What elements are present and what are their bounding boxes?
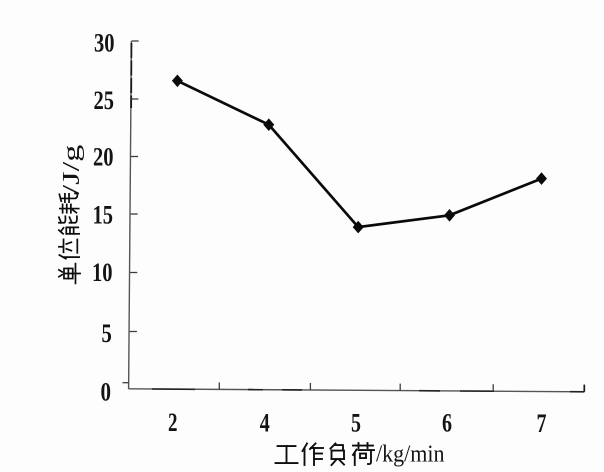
svg-text:6: 6 (442, 409, 452, 438)
svg-text:30: 30 (94, 29, 115, 58)
svg-text:20: 20 (93, 143, 114, 172)
svg-text:5: 5 (102, 319, 112, 348)
svg-text:4: 4 (260, 408, 270, 437)
svg-text:/J/g: /J/g (59, 145, 85, 195)
svg-text:0: 0 (101, 377, 112, 406)
svg-text:25: 25 (94, 86, 115, 115)
svg-text:/kg/min: /kg/min (376, 441, 445, 467)
svg-text:2: 2 (168, 408, 178, 437)
svg-text:5: 5 (351, 409, 361, 438)
svg-text:15: 15 (93, 201, 114, 230)
svg-text:7: 7 (537, 409, 547, 438)
svg-text:10: 10 (92, 258, 113, 287)
